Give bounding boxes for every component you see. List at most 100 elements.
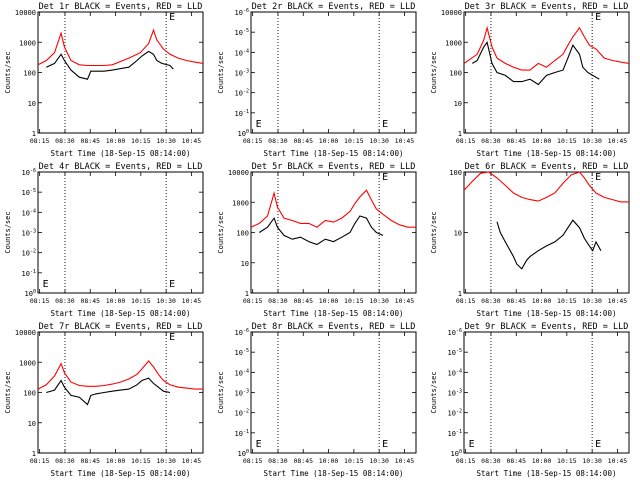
y-tick-exponent: -1 xyxy=(243,109,249,115)
x-tick-label: 10:45 xyxy=(608,297,628,305)
y-tick-exponent: 0 xyxy=(459,449,462,455)
chart-title: Det 4r BLACK = Events, RED = LLD xyxy=(39,162,203,172)
x-tick-label: 08:30 xyxy=(481,137,501,145)
x-axis-label: Start Time (18-Sep-15 08:14:00) xyxy=(264,149,404,158)
x-tick-label: 08:15 xyxy=(243,137,263,145)
x-tick-label: 10:30 xyxy=(156,457,176,465)
series-line xyxy=(472,40,600,86)
x-tick-label: 08:30 xyxy=(268,297,288,305)
series-line xyxy=(46,377,171,406)
x-tick-label: 08:45 xyxy=(80,297,100,305)
x-axis-label: Start Time (18-Sep-15 08:14:00) xyxy=(51,309,191,318)
marker-label: E xyxy=(169,279,175,290)
y-tick-label: 100 xyxy=(449,169,462,177)
series-line xyxy=(37,360,203,390)
y-tick-label: 10 xyxy=(454,230,462,238)
plot-frame xyxy=(250,331,417,454)
detector-panel: Det 3r BLACK = Events, RED = LLD Counts/s… xyxy=(426,0,639,160)
y-tick-exponent: -3 xyxy=(30,229,36,235)
x-tick-label: 08:30 xyxy=(268,457,288,465)
chart-title: Det 8r BLACK = Events, RED = LLD xyxy=(252,322,416,332)
x-tick-label: 08:30 xyxy=(55,137,75,145)
x-tick-label: 10:00 xyxy=(532,297,552,305)
detector-chart: Det 2r BLACK = Events, RED = LLD Counts/s… xyxy=(217,2,417,158)
detector-chart: Det 5r BLACK = Events, RED = LLD Counts/s… xyxy=(217,162,417,318)
x-tick-label: 08:15 xyxy=(243,457,263,465)
y-tick-label: 10-6 xyxy=(235,328,249,337)
plot-frame xyxy=(37,171,204,294)
plot-frame xyxy=(463,171,630,294)
plot-frame xyxy=(250,171,417,294)
y-tick-label: 10000 xyxy=(441,9,462,17)
detector-chart: Det 1r BLACK = Events, RED = LLD Counts/s… xyxy=(4,2,204,158)
y-tick-exponent: -6 xyxy=(243,8,249,14)
y-tick-label: 10-6 xyxy=(448,328,462,337)
y-tick-exponent: -4 xyxy=(243,48,249,54)
y-axis-label: Counts/sec xyxy=(4,211,12,253)
y-tick-exponent: -2 xyxy=(456,409,462,415)
x-tick-label: 10:00 xyxy=(532,137,552,145)
y-tick-label: 100 xyxy=(23,390,36,398)
y-tick-label: 1 xyxy=(32,450,36,458)
y-tick-label: 1 xyxy=(458,290,462,298)
x-tick-label: 10:15 xyxy=(557,457,577,465)
series-line xyxy=(46,50,174,80)
x-tick-label: 10:15 xyxy=(344,137,364,145)
y-tick-exponent: -6 xyxy=(456,328,462,334)
y-tick-label: 10-1 xyxy=(22,269,36,278)
series-line xyxy=(496,219,602,270)
x-tick-label: 08:30 xyxy=(268,137,288,145)
x-tick-label: 08:15 xyxy=(30,457,50,465)
detector-chart: Det 7r BLACK = Events, RED = LLD Counts/s… xyxy=(4,322,204,478)
marker-label: E xyxy=(595,172,601,183)
x-tick-label: 10:00 xyxy=(106,137,126,145)
y-tick-label: 10-4 xyxy=(22,208,36,217)
y-axis-label: Counts/sec xyxy=(430,371,438,413)
x-tick-label: 10:30 xyxy=(582,297,602,305)
chart-title: Det 5r BLACK = Events, RED = LLD xyxy=(252,162,416,172)
x-tick-label: 10:30 xyxy=(156,297,176,305)
detector-panel: Det 7r BLACK = Events, RED = LLD Counts/s… xyxy=(0,320,213,480)
x-tick-label: 08:30 xyxy=(55,457,75,465)
y-tick-label: 10-2 xyxy=(448,409,462,418)
y-tick-label: 10-2 xyxy=(22,249,36,258)
x-axis-label: Start Time (18-Sep-15 08:14:00) xyxy=(51,469,191,478)
x-tick-label: 08:45 xyxy=(506,457,526,465)
y-tick-label: 10000 xyxy=(228,169,249,177)
chart-title: Det 1r BLACK = Events, RED = LLD xyxy=(39,2,203,12)
x-tick-label: 10:30 xyxy=(156,137,176,145)
x-tick-label: 08:15 xyxy=(456,297,476,305)
y-tick-label: 10-5 xyxy=(448,348,462,357)
y-tick-label: 10-6 xyxy=(235,8,249,17)
y-tick-label: 10 xyxy=(454,100,462,108)
y-tick-label: 10-3 xyxy=(448,389,462,398)
x-tick-label: 10:30 xyxy=(369,457,389,465)
x-tick-label: 08:45 xyxy=(506,297,526,305)
y-tick-label: 10-6 xyxy=(22,168,36,177)
marker-label: E xyxy=(595,12,601,23)
x-axis-label: Start Time (18-Sep-15 08:14:00) xyxy=(477,149,617,158)
y-tick-label: 10-5 xyxy=(235,348,249,357)
y-tick-label: 1 xyxy=(245,290,249,298)
y-tick-exponent: -1 xyxy=(456,429,462,435)
detector-chart: Det 3r BLACK = Events, RED = LLD Counts/s… xyxy=(430,2,630,158)
detector-panel: Det 5r BLACK = Events, RED = LLD Counts/s… xyxy=(213,160,426,320)
x-tick-label: 10:00 xyxy=(106,457,126,465)
x-axis-label: Start Time (18-Sep-15 08:14:00) xyxy=(477,309,617,318)
y-tick-exponent: -4 xyxy=(456,368,462,374)
y-tick-exponent: -3 xyxy=(243,69,249,75)
y-tick-label: 10-4 xyxy=(448,368,462,377)
detector-chart: Det 8r BLACK = Events, RED = LLD Counts/s… xyxy=(217,322,417,478)
x-tick-label: 10:15 xyxy=(131,297,151,305)
y-tick-exponent: 0 xyxy=(246,449,249,455)
x-tick-label: 10:30 xyxy=(582,137,602,145)
y-tick-label: 10-3 xyxy=(235,69,249,78)
detector-panel: Det 1r BLACK = Events, RED = LLD Counts/s… xyxy=(0,0,213,160)
x-tick-label: 08:30 xyxy=(481,297,501,305)
x-tick-label: 10:15 xyxy=(557,137,577,145)
x-axis-label: Start Time (18-Sep-15 08:14:00) xyxy=(477,469,617,478)
detector-panel: Det 6r BLACK = Events, RED = LLD Counts/s… xyxy=(426,160,639,320)
marker-label: E xyxy=(169,332,175,343)
y-tick-exponent: -3 xyxy=(243,389,249,395)
y-tick-label: 10-5 xyxy=(235,28,249,37)
